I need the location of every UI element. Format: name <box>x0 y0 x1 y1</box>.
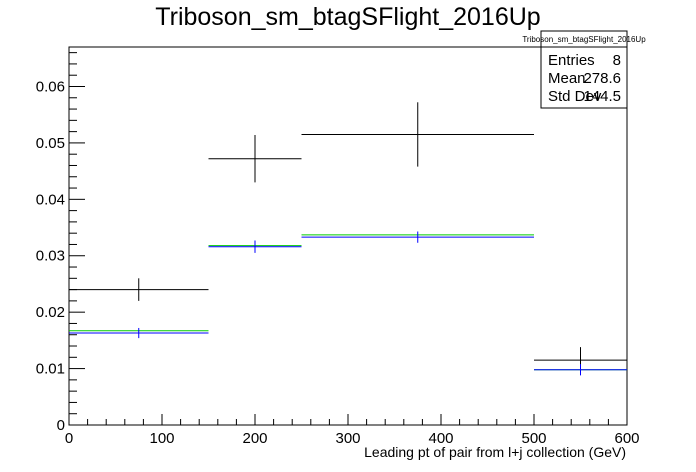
stats-entries-label: Entries <box>548 52 595 69</box>
x-axis-label: Leading pt of pair from l+j collection (… <box>364 444 626 460</box>
x-tick-label: 400 <box>428 430 453 447</box>
histogram-series <box>69 102 627 374</box>
stats-stddev-value: 144.5 <box>583 88 621 105</box>
y-tick-label: 0.06 <box>36 78 65 95</box>
stats-entries-value: 8 <box>613 52 621 69</box>
x-tick-label: 200 <box>242 430 267 447</box>
y-tick-label: 0.03 <box>36 248 65 265</box>
x-tick-label: 0 <box>65 430 73 447</box>
x-tick-label: 600 <box>614 430 639 447</box>
stats-box-frame <box>540 30 628 109</box>
y-tick-label: 0 <box>57 417 65 434</box>
y-tick-label: 0.04 <box>36 191 65 208</box>
chart-title: Triboson_sm_btagSFlight_2016Up <box>155 3 540 31</box>
stats-mean-value: 278.6 <box>583 70 621 87</box>
x-tick-label: 100 <box>149 430 174 447</box>
x-tick-label: 500 <box>521 430 546 447</box>
x-tick-label: 300 <box>335 430 360 447</box>
stats-box: Triboson_sm_btagSFlight_2016Up Entries 8… <box>522 30 646 109</box>
y-tick-label: 0.02 <box>36 304 65 321</box>
histogram-series <box>69 234 627 371</box>
y-tick-label: 0.01 <box>36 361 65 378</box>
stats-stddev-label: Std Dev <box>548 88 602 105</box>
y-tick-label: 0.05 <box>36 135 65 152</box>
histogram-series <box>69 231 627 376</box>
stats-box-title: Triboson_sm_btagSFlight_2016Up <box>522 35 646 44</box>
stats-mean-label: Mean <box>548 70 586 87</box>
